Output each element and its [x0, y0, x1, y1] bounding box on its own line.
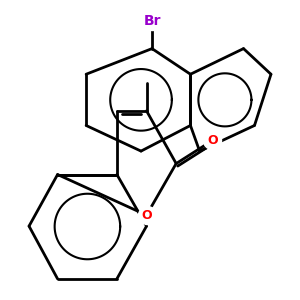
Text: Br: Br	[143, 14, 161, 28]
Text: O: O	[141, 209, 152, 222]
Text: O: O	[207, 134, 218, 147]
